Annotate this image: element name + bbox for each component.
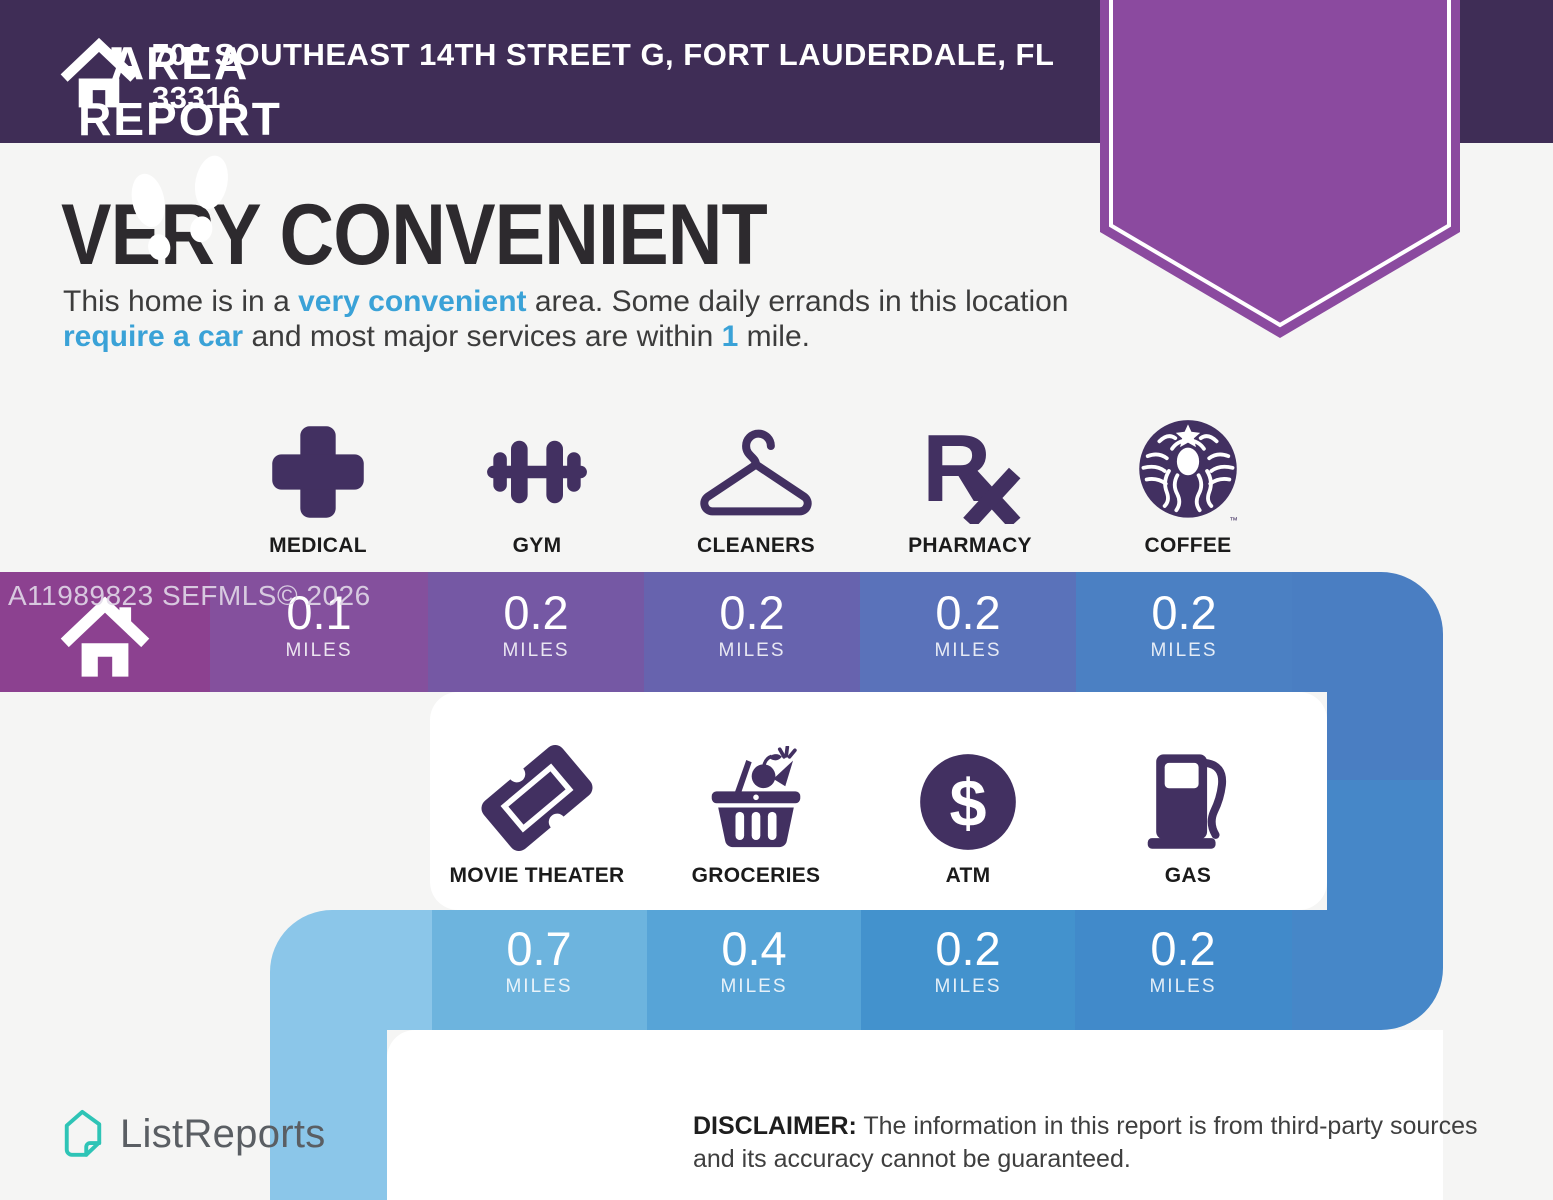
path-segment-gym xyxy=(428,572,644,692)
path-segment-groceries xyxy=(647,910,861,1030)
description-pre: This home is in a xyxy=(63,285,299,318)
path-elbow-bottom-right xyxy=(1292,910,1443,1030)
distance-medical: 0.1 MILES xyxy=(234,588,404,662)
path-segment-atm xyxy=(861,910,1075,1030)
highlight-one: 1 xyxy=(721,320,739,353)
amenity-label: MOVIE THEATER xyxy=(449,864,625,887)
mls-watermark: A11989823 SEFMLS© 2026 xyxy=(8,580,371,611)
badge-line-1: AREA xyxy=(110,37,250,89)
medical-cross-icon xyxy=(208,408,428,524)
dollar-circle-icon: $ xyxy=(858,738,1078,854)
rx-icon: R xyxy=(860,408,1080,524)
path-segment-coffee xyxy=(1076,572,1292,692)
distance-value: 0.2 xyxy=(1150,922,1216,975)
amenity-label: GYM xyxy=(512,534,562,557)
amenity-gym: GYM xyxy=(427,408,647,558)
path-segment-home xyxy=(0,572,210,692)
distance-unit: MILES xyxy=(934,640,1002,662)
amenity-atm: $ ATM xyxy=(858,738,1078,888)
distance-unit: MILES xyxy=(502,640,570,662)
disclaimer-body: The information in this report is from t… xyxy=(693,1112,1478,1173)
distance-cleaners: 0.2 MILES xyxy=(667,588,837,662)
distance-value: 0.2 xyxy=(935,922,1001,975)
amenity-movie-theater: MOVIE THEATER xyxy=(427,738,647,888)
amenity-pharmacy: R PHARMACY xyxy=(860,408,1080,558)
path-elbow-left xyxy=(270,910,432,1030)
distance-atm: 0.2 MILES xyxy=(883,924,1053,998)
area-report-badge xyxy=(1100,0,1460,345)
amenity-label: GROCERIES xyxy=(691,864,821,887)
distance-unit: MILES xyxy=(720,976,788,998)
amenity-label: GAS xyxy=(1164,864,1212,887)
property-address: 700 SOUTHEAST 14TH STREET G, FORT LAUDER… xyxy=(152,37,1054,115)
path-segment-medical xyxy=(210,572,428,692)
amenity-gas: GAS xyxy=(1078,738,1298,888)
highlight-very-convenient: very convenient xyxy=(298,285,527,318)
amenity-label: COFFEE xyxy=(1144,534,1232,557)
distance-movie-theater: 0.7 MILES xyxy=(454,924,624,998)
listreports-icon xyxy=(60,1108,106,1160)
amenity-label: PHARMACY xyxy=(908,534,1032,557)
distance-value: 0.2 xyxy=(935,586,1001,639)
distance-unit: MILES xyxy=(934,976,1002,998)
path-stripe-left xyxy=(270,1030,387,1200)
hanger-icon xyxy=(646,408,866,524)
amenity-groceries: GROCERIES xyxy=(646,738,866,888)
path-segment-movie-theater xyxy=(432,910,647,1030)
grocery-basket-icon xyxy=(646,738,866,854)
distance-value: 0.1 xyxy=(286,586,352,639)
distance-gym: 0.2 MILES xyxy=(451,588,621,662)
path-stripe-right-lower xyxy=(1327,780,1443,910)
distance-gas: 0.2 MILES xyxy=(1098,924,1268,998)
amenity-label: MEDICAL xyxy=(269,534,367,557)
distance-unit: MILES xyxy=(505,976,573,998)
page-title: VERY CONVENIENT xyxy=(61,187,768,283)
amenity-label: ATM xyxy=(945,864,991,887)
brand-name: ListReports xyxy=(120,1111,326,1156)
distance-value: 0.4 xyxy=(721,922,787,975)
distance-value: 0.2 xyxy=(503,586,569,639)
distance-value: 0.7 xyxy=(506,922,572,975)
bottom-white-panel xyxy=(387,1030,1443,1200)
amenity-cleaners: CLEANERS xyxy=(646,408,866,558)
distance-unit: MILES xyxy=(1150,640,1218,662)
path-segment-cleaners xyxy=(644,572,860,692)
description-mid2: and most major services are within xyxy=(243,320,722,353)
highlight-require-a-car: require a car xyxy=(63,320,244,353)
listreports-logo: ListReports xyxy=(60,1108,326,1160)
distance-unit: MILES xyxy=(285,640,353,662)
distance-pharmacy: 0.2 MILES xyxy=(883,588,1053,662)
path-segment-gas xyxy=(1075,910,1292,1030)
disclaimer-text: DISCLAIMER: The information in this repo… xyxy=(693,1110,1523,1175)
svg-text:™: ™ xyxy=(1229,515,1237,524)
amenity-medical: MEDICAL xyxy=(208,408,428,558)
home-start-icon xyxy=(60,590,150,684)
distance-coffee: 0.2 MILES xyxy=(1099,588,1269,662)
amenity-label: CLEANERS xyxy=(697,534,815,557)
home-icon xyxy=(60,32,138,114)
path-stripe-right-upper xyxy=(1327,692,1443,780)
distance-unit: MILES xyxy=(718,640,786,662)
distance-value: 0.2 xyxy=(1151,586,1217,639)
description-mid1: area. Some daily errands in this locatio… xyxy=(526,285,1069,318)
dumbbell-icon xyxy=(427,408,647,524)
badge-line-2: REPORT xyxy=(78,93,282,145)
footprints-icon xyxy=(110,148,250,278)
distance-unit: MILES xyxy=(1149,976,1217,998)
distance-value: 0.2 xyxy=(719,586,785,639)
path-segment-pharmacy xyxy=(860,572,1076,692)
disclaimer-label: DISCLAIMER: xyxy=(693,1112,857,1140)
movie-ticket-icon xyxy=(427,738,647,854)
gas-pump-icon xyxy=(1078,738,1298,854)
amenity-coffee: ™ COFFEE xyxy=(1078,408,1298,558)
description-post: mile. xyxy=(738,320,810,353)
starbucks-siren-icon: ™ xyxy=(1078,408,1298,524)
svg-text:$: $ xyxy=(949,767,986,841)
description-text: This home is in a very convenient area. … xyxy=(63,284,1103,354)
path-elbow-top-right xyxy=(1292,572,1443,692)
distance-groceries: 0.4 MILES xyxy=(669,924,839,998)
